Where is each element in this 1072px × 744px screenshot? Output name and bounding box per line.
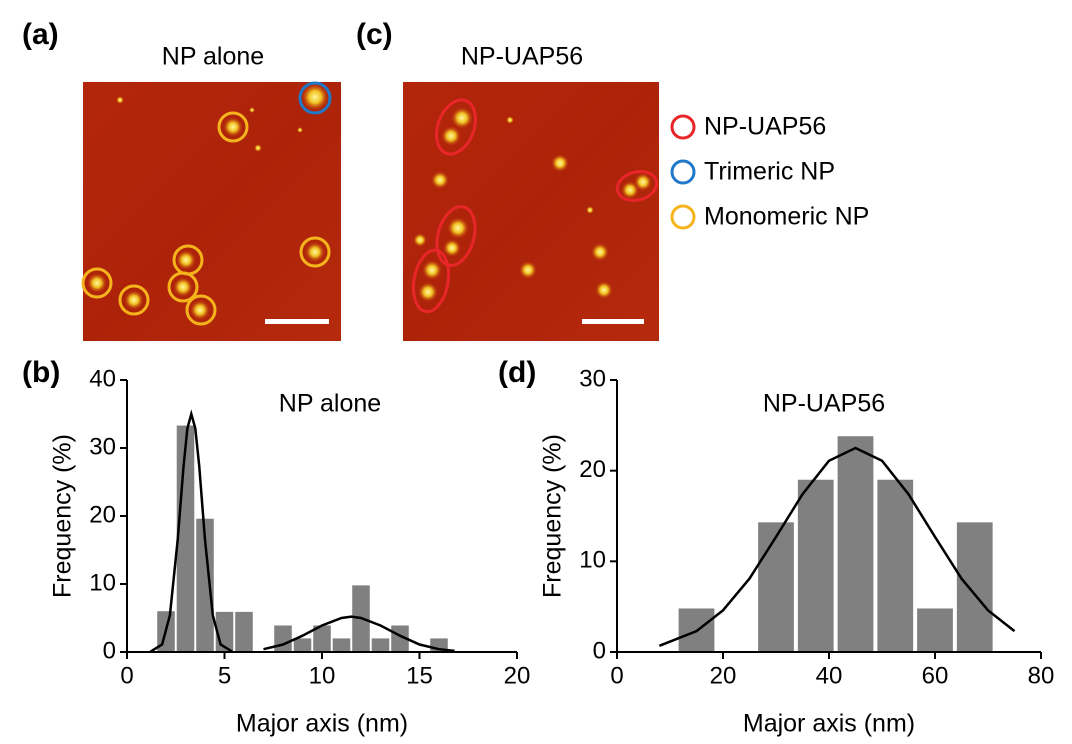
panel-label: (a): [22, 18, 59, 51]
panel-label: (b): [22, 356, 60, 389]
legend-label: NP-UAP56: [704, 113, 826, 141]
bar: [877, 479, 914, 652]
y-tick-label: 20: [89, 501, 116, 528]
x-tick-label: 80: [1028, 662, 1055, 689]
fit-line: [263, 615, 455, 653]
bar: [797, 479, 834, 652]
x-axis-title: Major axis (nm): [743, 710, 915, 738]
bar: [293, 638, 312, 652]
bar: [235, 611, 253, 652]
legend-marker: [670, 114, 696, 140]
annotation: [615, 170, 659, 202]
y-axis-title: Frequency (%): [539, 434, 567, 598]
x-tick-label: 10: [309, 662, 336, 689]
bar: [176, 425, 195, 652]
fit-line: [658, 446, 1016, 647]
annotation: [185, 294, 217, 326]
afm-image-c: [403, 82, 659, 341]
y-tick-label: 0: [103, 637, 116, 664]
x-axis-title: Major axis (nm): [236, 710, 408, 738]
y-tick-label: 40: [89, 365, 116, 392]
x-tick-label: 0: [610, 662, 623, 689]
bar: [313, 625, 331, 652]
bar: [332, 638, 351, 652]
y-tick-label: 0: [593, 637, 606, 664]
x-tick-label: 0: [120, 662, 133, 689]
x-tick-label: 40: [816, 662, 843, 689]
y-tick-label: 10: [89, 569, 116, 596]
y-tick-label: 10: [579, 547, 606, 574]
panel-label: (d): [498, 356, 536, 389]
y-axis-title: Frequency (%): [49, 434, 77, 598]
chart-title: NP alone: [279, 390, 381, 418]
y-tick-label: 20: [579, 456, 606, 483]
chart-title: NP-UAP56: [763, 390, 885, 418]
annotation: [299, 236, 331, 268]
legend-marker: [670, 204, 696, 230]
annotation: [298, 81, 332, 115]
panel-label: (c): [356, 18, 393, 51]
annotation: [118, 284, 150, 316]
legend: NP-UAP56 Trimeric NP Monomeric NP: [670, 113, 869, 231]
annotation: [435, 98, 477, 156]
x-tick-label: 15: [406, 662, 433, 689]
x-tick-label: 60: [922, 662, 949, 689]
x-tick-label: 5: [218, 662, 231, 689]
afm-image-a: [81, 81, 341, 341]
bar: [837, 436, 874, 652]
bar: [917, 608, 953, 652]
x-tick-label: 20: [504, 662, 531, 689]
x-tick-label: 20: [710, 662, 737, 689]
legend-label: Monomeric NP: [704, 203, 869, 231]
annotation: [411, 248, 451, 314]
annotation: [167, 271, 199, 303]
bar: [758, 522, 794, 652]
bar: [371, 638, 390, 652]
y-tick-label: 30: [579, 365, 606, 392]
bar: [956, 522, 993, 652]
image-title: NP alone: [162, 43, 264, 71]
legend-marker: [670, 159, 696, 185]
fit-line: [149, 409, 233, 653]
image-title: NP-UAP56: [461, 43, 583, 71]
legend-label: Trimeric NP: [704, 158, 835, 186]
annotation: [217, 111, 249, 143]
annotation: [81, 267, 113, 299]
y-tick-label: 30: [89, 433, 116, 460]
bar: [196, 518, 214, 652]
bar: [274, 625, 292, 652]
